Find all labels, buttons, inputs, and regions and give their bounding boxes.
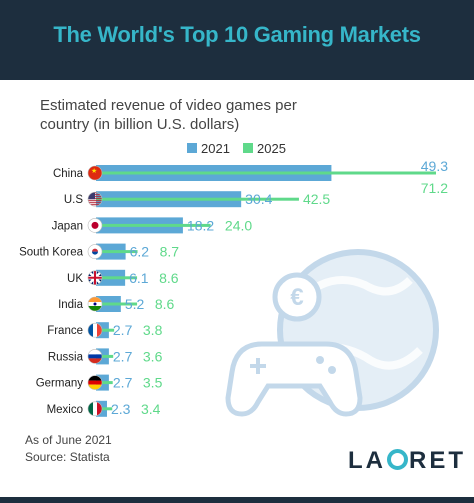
brand-logo: LA RET	[348, 447, 466, 475]
header-banner: The World's Top 10 Gaming Markets	[0, 0, 474, 80]
bar-2025	[96, 171, 436, 175]
logo-ring-icon	[387, 449, 408, 470]
category-label: Mexico	[47, 404, 83, 416]
value-label-2021: 6.1	[129, 270, 149, 286]
china-flag-icon: ★	[87, 165, 103, 181]
value-label-2025: 8.6	[155, 296, 175, 312]
bar-2025	[96, 381, 113, 385]
svg-text:€: €	[290, 284, 303, 311]
bar-2025	[96, 223, 211, 227]
category-label: Russia	[48, 351, 84, 363]
bar-row-china: China ★ 49.3 71.2	[53, 158, 448, 196]
bottom-bar	[0, 497, 474, 503]
bar-2025	[96, 328, 115, 332]
bar-2025	[96, 250, 138, 254]
bar-2025	[96, 276, 138, 280]
globe-controller-illustration: €	[225, 249, 439, 417]
bar-chart: € 2021 2025 China ★ 49.3 71.2 U.S 30.4 42.5 Japa…	[19, 141, 448, 417]
source-note: Source: Statista	[25, 450, 110, 464]
bar-2025	[96, 407, 113, 411]
category-label: Japan	[52, 220, 83, 232]
bar-row-mexico: Mexico 2.3 3.4	[47, 400, 161, 417]
bar-2025	[96, 197, 299, 201]
bar-row-france: France 2.7 3.8	[47, 322, 163, 339]
value-label-2025: 3.5	[143, 375, 163, 391]
value-label-2025: 8.7	[160, 244, 180, 260]
value-label-2021: 30.4	[245, 191, 272, 207]
india-flag-icon	[87, 296, 103, 312]
bar-2025	[96, 302, 138, 306]
legend-label-2025: 2025	[257, 141, 286, 156]
category-label: France	[47, 325, 83, 337]
france-flag-icon	[87, 322, 103, 338]
date-note: As of June 2021	[25, 433, 112, 447]
value-label-2021: 2.7	[113, 375, 133, 391]
value-label-2025: 3.4	[141, 401, 161, 417]
russia-flag-icon	[87, 349, 103, 364]
category-label: China	[53, 168, 84, 180]
value-label-2021: 18.2	[187, 217, 214, 233]
legend: 2021 2025	[187, 141, 286, 156]
category-label: South Korea	[19, 247, 84, 259]
value-label-2025: 24.0	[225, 217, 252, 233]
japan-flag-icon	[87, 218, 103, 233]
category-label: UK	[67, 273, 83, 285]
us-flag-icon	[87, 191, 103, 207]
germany-flag-icon	[87, 375, 103, 390]
bar-row-u-s: U.S 30.4 42.5	[64, 191, 330, 208]
chart-subtitle: Estimated revenue of video games per cou…	[40, 97, 297, 133]
value-label-2025: 8.6	[159, 270, 179, 286]
value-label-2021: 2.7	[113, 322, 133, 338]
legend-swatch-2025	[243, 143, 253, 153]
bar-row-uk: UK 6.1 8.6	[67, 269, 179, 286]
bar-row-south-korea: South Korea 6.2 8.7	[19, 243, 180, 260]
south-korea-flag-icon	[87, 244, 103, 259]
bar-row-india: India 5.2 8.6	[58, 296, 175, 312]
value-label-2021: 2.3	[111, 401, 131, 417]
logo-text-right: RET	[409, 447, 466, 474]
svg-text:★: ★	[91, 167, 97, 175]
bar-row-japan: Japan 18.2 24.0	[52, 217, 252, 234]
value-label-2025: 3.8	[143, 322, 163, 338]
logo-text-left: LA	[348, 447, 386, 474]
footer-note: As of June 2021 Source: Statista	[25, 432, 112, 466]
uk-flag-icon	[87, 270, 103, 286]
bar-row-germany: Germany 2.7 3.5	[36, 374, 163, 391]
value-label-2021: 49.3	[421, 158, 448, 174]
value-label-2021: 5.2	[125, 296, 145, 312]
value-label-2021: 6.2	[130, 244, 150, 260]
bars-layer: China ★ 49.3 71.2 U.S 30.4 42.5 Japan 18.2 24.0 So…	[19, 158, 448, 417]
category-label: U.S	[64, 194, 84, 206]
value-label-2025: 42.5	[303, 191, 330, 207]
value-label-2021: 2.7	[113, 348, 133, 364]
category-label: Germany	[36, 378, 84, 390]
chart-title: The World's Top 10 Gaming Markets	[53, 22, 421, 47]
value-label-2025: 71.2	[421, 180, 448, 196]
value-label-2025: 3.6	[143, 348, 163, 364]
legend-swatch-2021	[187, 143, 197, 153]
category-label: India	[58, 299, 84, 311]
bar-row-russia: Russia 2.7 3.6	[48, 348, 163, 365]
bar-2025	[96, 354, 114, 358]
mexico-flag-icon	[87, 401, 103, 417]
legend-label-2021: 2021	[201, 141, 230, 156]
